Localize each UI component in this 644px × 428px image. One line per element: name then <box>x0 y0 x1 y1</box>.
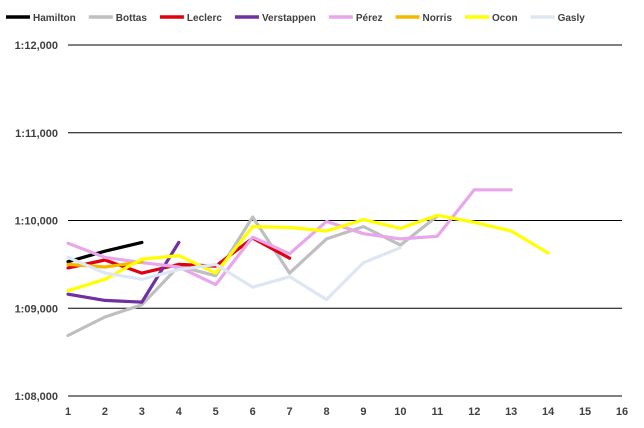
x-tick-label: 13 <box>505 406 517 418</box>
x-tick-label: 8 <box>323 406 329 418</box>
legend-label-ocon: Ocon <box>492 13 518 24</box>
x-tick-label: 5 <box>213 406 219 418</box>
series-line-ocon <box>66 213 550 293</box>
x-tick-label: 10 <box>394 406 406 418</box>
x-tick-label: 14 <box>542 406 555 418</box>
legend-label-perez: Pérez <box>356 13 383 24</box>
x-axis-tick-labels: 1 2 3 4 5 6 7 8 9 10 11 12 13 14 15 16 <box>65 406 628 418</box>
series-line-hamilton <box>66 240 144 264</box>
x-tick-label: 2 <box>102 406 108 418</box>
series-lines <box>66 188 550 338</box>
x-tick-label: 3 <box>139 406 145 418</box>
legend-label-leclerc: Leclerc <box>187 13 222 24</box>
x-tick-label: 4 <box>176 406 183 418</box>
y-tick-label: 1:10,000 <box>15 216 58 228</box>
y-tick-label: 1:09,000 <box>15 303 58 315</box>
x-tick-label: 12 <box>468 406 480 418</box>
x-tick-label: 15 <box>579 406 591 418</box>
y-axis-tick-labels: 1:08,000 1:09,000 1:10,000 1:11,000 1:12,000 <box>15 40 58 403</box>
legend: Hamilton Bottas Leclerc Verstappen Pérez Norr… <box>6 13 585 24</box>
series-line-verstappen <box>66 240 181 304</box>
series-line-norris <box>66 260 144 269</box>
legend-label-bottas: Bottas <box>116 13 148 24</box>
legend-label-gasly: Gasly <box>558 13 586 24</box>
y-tick-label: 1:12,000 <box>15 40 58 52</box>
y-tick-label: 1:11,000 <box>15 128 58 140</box>
series-line-gasly <box>66 246 402 302</box>
legend-label-verstappen: Verstappen <box>262 13 316 24</box>
legend-label-hamilton: Hamilton <box>33 13 76 24</box>
series-line-bottas <box>66 214 439 338</box>
x-tick-label: 1 <box>65 406 71 418</box>
x-tick-label: 11 <box>432 406 444 418</box>
legend-label-norris: Norris <box>423 13 453 24</box>
x-tick-label: 16 <box>616 406 628 418</box>
x-tick-label: 7 <box>287 406 293 418</box>
x-tick-label: 9 <box>360 406 366 418</box>
x-tick-label: 6 <box>250 406 256 418</box>
y-tick-label: 1:08,000 <box>15 391 58 403</box>
